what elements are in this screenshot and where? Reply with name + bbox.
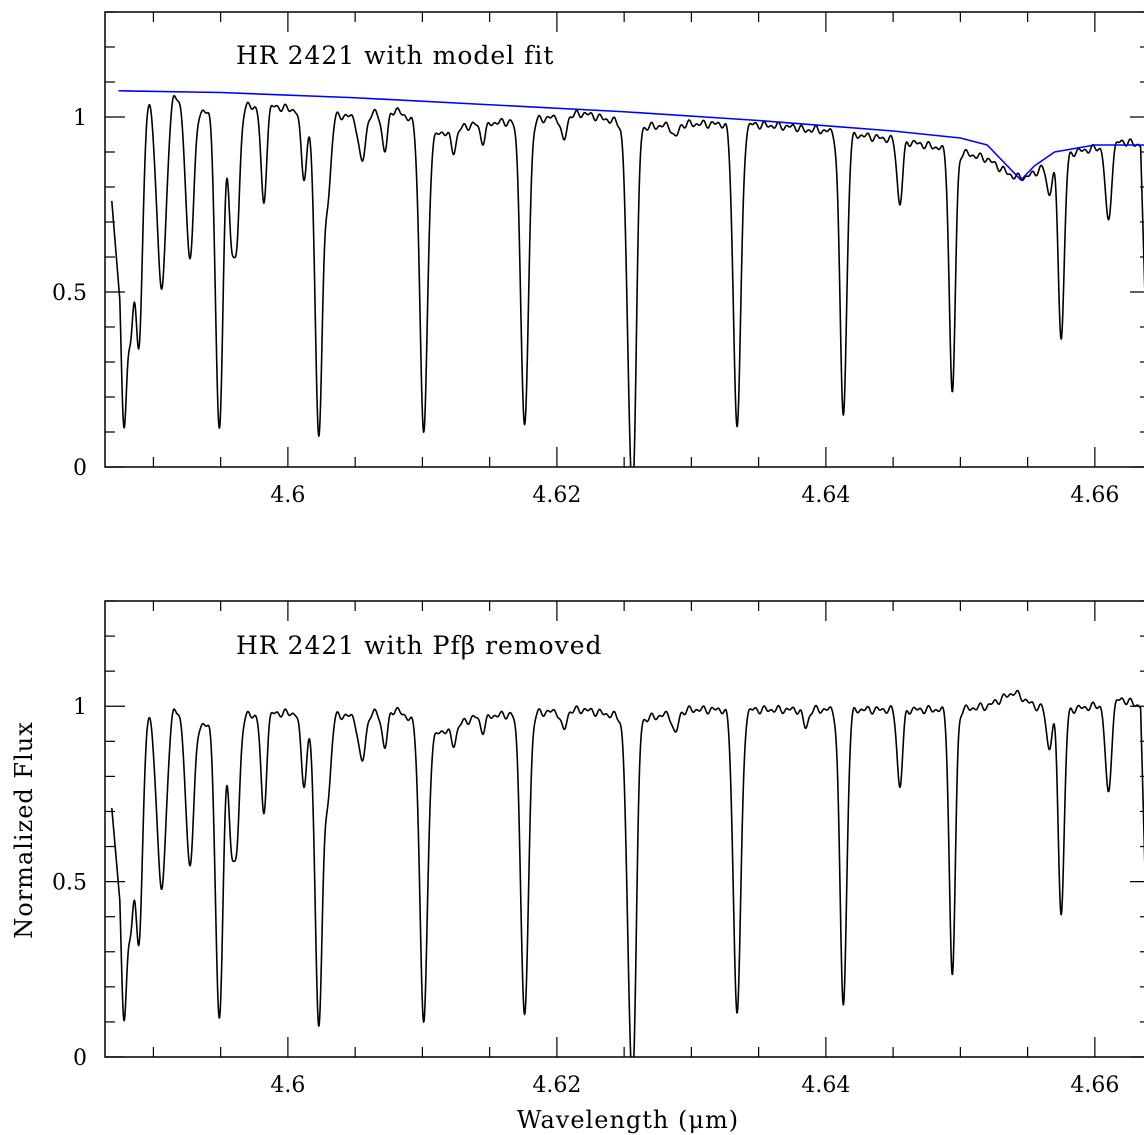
y-tick-label: 0 bbox=[73, 1046, 87, 1071]
top-panel-ticks bbox=[105, 11, 1144, 468]
x-tick-label: 4.6 bbox=[270, 1073, 305, 1098]
model-fit-line bbox=[118, 89, 1144, 181]
top-panel-title: HR 2421 with model fit bbox=[236, 41, 554, 70]
x-tick-label: 4.66 bbox=[1070, 483, 1119, 508]
bottom-panel-ticks bbox=[105, 600, 1144, 1058]
bottom-panel: 4.6 4.62 4.64 4.66 0 0.5 1 HR 2421 with Pfβ re… bbox=[52, 600, 1144, 1098]
bottom-panel-frame bbox=[104, 600, 1144, 1058]
y-tick-label: 1 bbox=[73, 695, 87, 720]
x-tick-label: 4.64 bbox=[801, 483, 850, 508]
y-tick-label: 0 bbox=[73, 456, 87, 481]
spectrum-line bbox=[110, 94, 1144, 467]
top-panel-frame bbox=[104, 11, 1144, 468]
bottom-panel-tick-labels: 4.6 4.62 4.64 4.66 0 0.5 1 bbox=[52, 695, 1119, 1098]
bottom-panel-series bbox=[110, 689, 1144, 1057]
y-tick-label: 1 bbox=[73, 106, 87, 131]
x-tick-label: 4.6 bbox=[270, 483, 305, 508]
y-tick-label: 0.5 bbox=[52, 281, 87, 306]
x-tick-label: 4.66 bbox=[1070, 1073, 1119, 1098]
top-panel: 4.6 4.62 4.64 4.66 0 0.5 1 HR 2421 with model … bbox=[52, 11, 1144, 508]
y-axis-label: Normalized Flux bbox=[10, 721, 38, 939]
top-panel-series bbox=[110, 89, 1144, 467]
bottom-panel-title: HR 2421 with Pfβ removed bbox=[236, 631, 603, 660]
top-panel-tick-labels: 4.6 4.62 4.64 4.66 0 0.5 1 bbox=[52, 106, 1119, 508]
x-tick-label: 4.62 bbox=[532, 483, 581, 508]
x-tick-label: 4.62 bbox=[532, 1073, 581, 1098]
spectrum-line bbox=[110, 689, 1144, 1057]
x-axis-label: Wavelength (μm) bbox=[517, 1106, 739, 1134]
y-tick-label: 0.5 bbox=[52, 871, 87, 896]
x-tick-label: 4.64 bbox=[801, 1073, 850, 1098]
